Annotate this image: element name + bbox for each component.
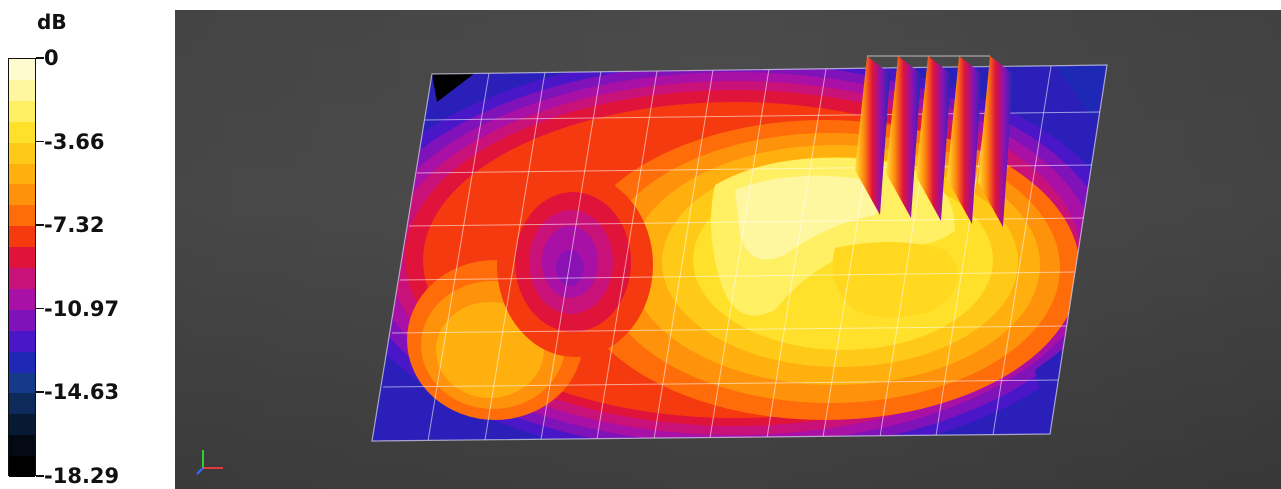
legend-tick-mark <box>36 307 44 310</box>
legend-tick-mark <box>36 475 44 477</box>
legend-swatch <box>9 100 35 123</box>
legend-tick-label: 0 <box>44 46 59 70</box>
legend-swatch <box>9 372 35 394</box>
legend-tick-mark <box>36 140 44 143</box>
array-element <box>916 56 951 221</box>
legend-tick-mark <box>36 224 44 226</box>
legend-tick-label: -14.63 <box>44 380 120 405</box>
scene-svg[interactable] <box>175 10 1281 489</box>
legend-swatch <box>9 456 35 478</box>
array-element <box>978 56 1013 227</box>
legend-swatch <box>9 247 35 269</box>
legend-unit-label: dB <box>37 10 67 34</box>
legend-swatch <box>9 393 35 415</box>
legend-swatch <box>9 121 35 144</box>
legend-swatch <box>9 268 35 290</box>
legend-tick-label: -7.32 <box>44 213 105 238</box>
contour-plane <box>372 65 1107 441</box>
legend-swatch <box>9 142 35 164</box>
legend-swatch <box>9 226 35 248</box>
legend-swatch <box>9 163 35 185</box>
legend-swatch <box>9 205 35 227</box>
legend-color-bar <box>8 58 36 478</box>
legend-swatch <box>9 435 35 457</box>
array-element <box>886 56 921 218</box>
legend-swatch <box>9 79 35 102</box>
legend-swatch <box>9 309 35 332</box>
legend-tick-label: -3.66 <box>44 129 105 154</box>
color-legend: dB 0 -3.66 -7.32 -10.97 -14.63 -18.29 <box>0 0 175 489</box>
axis-triad-icon <box>196 450 223 475</box>
legend-swatch <box>9 288 35 311</box>
legend-tick-label: -18.29 <box>44 464 120 488</box>
legend-swatch <box>9 330 35 353</box>
legend-tick-label: -10.97 <box>44 296 120 321</box>
array-element <box>947 56 982 224</box>
legend-tick-mark <box>36 57 44 59</box>
legend-swatch <box>9 184 35 206</box>
legend-swatch <box>9 351 35 373</box>
array-element <box>855 56 890 215</box>
array-elements <box>855 55 1013 227</box>
legend-tick-mark <box>36 391 44 393</box>
3d-viewport[interactable] <box>175 10 1281 489</box>
legend-swatch <box>9 414 35 436</box>
legend-swatch <box>9 59 35 81</box>
